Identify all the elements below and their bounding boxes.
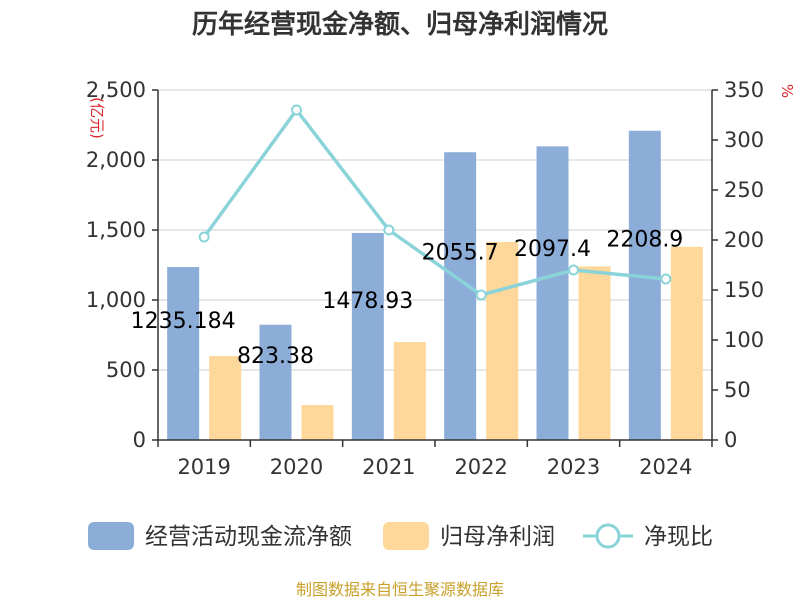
x-tick-label: 2021 (362, 455, 415, 479)
cash-flow-data-label: 2055.7 (422, 240, 499, 265)
ratio-point (660, 273, 672, 285)
cash-flow-data-label: 2097.4 (514, 237, 591, 262)
y-right-unit-label: % (778, 84, 796, 98)
net-profit-bar (393, 342, 426, 440)
y-left-unit-label: (亿元) (88, 97, 106, 139)
cash-flow-bar (351, 232, 384, 440)
net-profit-bar (486, 241, 519, 440)
legend-swatch-net-profit (383, 522, 429, 550)
ratio-line (202, 108, 667, 297)
legend-label-cash-flow: 经营活动现金流净额 (145, 524, 352, 550)
legend-swatch-cash-flow (88, 522, 134, 550)
x-tick-label: 2022 (454, 455, 507, 479)
y-left-tick-label: 500 (106, 358, 146, 382)
ratio-point (475, 289, 487, 301)
ratio-line-series (198, 104, 672, 301)
cash-flow-data-label: 2208.9 (606, 227, 683, 252)
net-profit-bar (209, 356, 242, 440)
net-profit-bar (301, 405, 334, 440)
legend: 经营活动现金流净额 归母净利润 净现比 (88, 522, 713, 550)
cash-flow-bar (444, 152, 477, 440)
x-tick-label: 2020 (270, 455, 323, 479)
cash-flow-data-label: 1235.184 (131, 309, 236, 334)
source-note: 制图数据来自恒生聚源数据库 (296, 580, 504, 599)
y-right-tick-label: 200 (724, 228, 764, 252)
legend-item-net-profit[interactable]: 归母净利润 (383, 522, 555, 550)
net-profit-bar (670, 246, 703, 440)
ratio-point (568, 264, 579, 276)
x-tick-label: 2019 (177, 455, 230, 479)
y-left-tick-label: 1,000 (86, 288, 146, 312)
legend-marker-ratio (595, 523, 621, 549)
cash-flow-bar (259, 324, 292, 440)
y-right-tick-label: 50 (724, 378, 751, 402)
ratio-point (198, 231, 210, 243)
cash-flow-bar (536, 146, 569, 440)
y-right-tick-label: 250 (724, 178, 764, 202)
x-tick-label: 2024 (639, 455, 692, 479)
net-profit-bar (578, 266, 611, 440)
axes: 0 500 1,000 1,500 2,000 2,500 0 50 100 150 200 250 3… (86, 78, 764, 479)
y-left-tick-label: 1,500 (86, 218, 146, 242)
ratio-point (291, 104, 302, 116)
legend-label-ratio: 净现比 (644, 524, 713, 550)
y-right-tick-label: 0 (724, 428, 737, 452)
y-right-tick-label: 350 (724, 78, 764, 102)
y-left-tick-label: 0 (133, 428, 146, 452)
y-right-tick-label: 300 (724, 128, 764, 152)
x-tick-label: 2023 (547, 455, 600, 479)
chart-title: 历年经营现金净额、归母净利润情况 (192, 9, 608, 40)
bar-series (167, 130, 703, 440)
y-left-tick-label: 2,000 (86, 148, 146, 172)
cash-flow-data-label: 1478.93 (322, 289, 413, 314)
gridlines (158, 89, 712, 371)
ratio-point (383, 224, 395, 236)
legend-item-ratio[interactable]: 净现比 (583, 523, 713, 550)
cash-flow-data-label: 823.38 (237, 344, 314, 369)
legend-item-cash-flow[interactable]: 经营活动现金流净额 (88, 522, 352, 550)
cash-flow-bar (167, 267, 200, 440)
legend-label-net-profit: 归母净利润 (440, 524, 555, 550)
cash-flow-bar (628, 130, 661, 440)
y-left-tick-label: 2,500 (86, 78, 146, 102)
y-right-tick-label: 150 (724, 278, 764, 302)
y-right-tick-label: 100 (724, 328, 764, 352)
